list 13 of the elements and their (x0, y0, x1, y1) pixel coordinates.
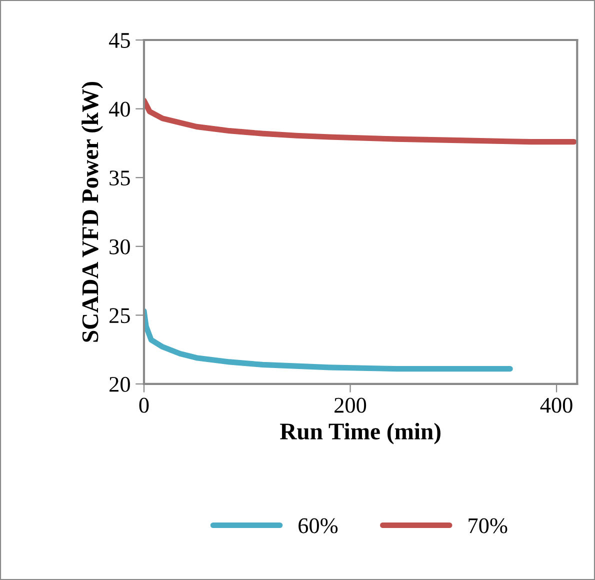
x-tick-label: 200 (334, 398, 366, 413)
y-tick-label: 20 (110, 376, 130, 392)
y-axis-title: SCADA VFD Power (kW) (82, 82, 104, 342)
legend-label: 60% (298, 518, 338, 534)
y-tick-label: 45 (109, 33, 130, 48)
y-tick-label: 35 (110, 170, 130, 186)
x-tick-label: 400 (540, 398, 572, 413)
y-tick-label: 25 (110, 308, 130, 324)
x-tick-label: 0 (139, 398, 149, 413)
y-tick-label: 30 (110, 239, 130, 254)
legend-label: 70% (468, 518, 508, 534)
x-axis-title: Run Time (min) (280, 422, 440, 444)
y-tick-label: 40 (109, 102, 130, 117)
